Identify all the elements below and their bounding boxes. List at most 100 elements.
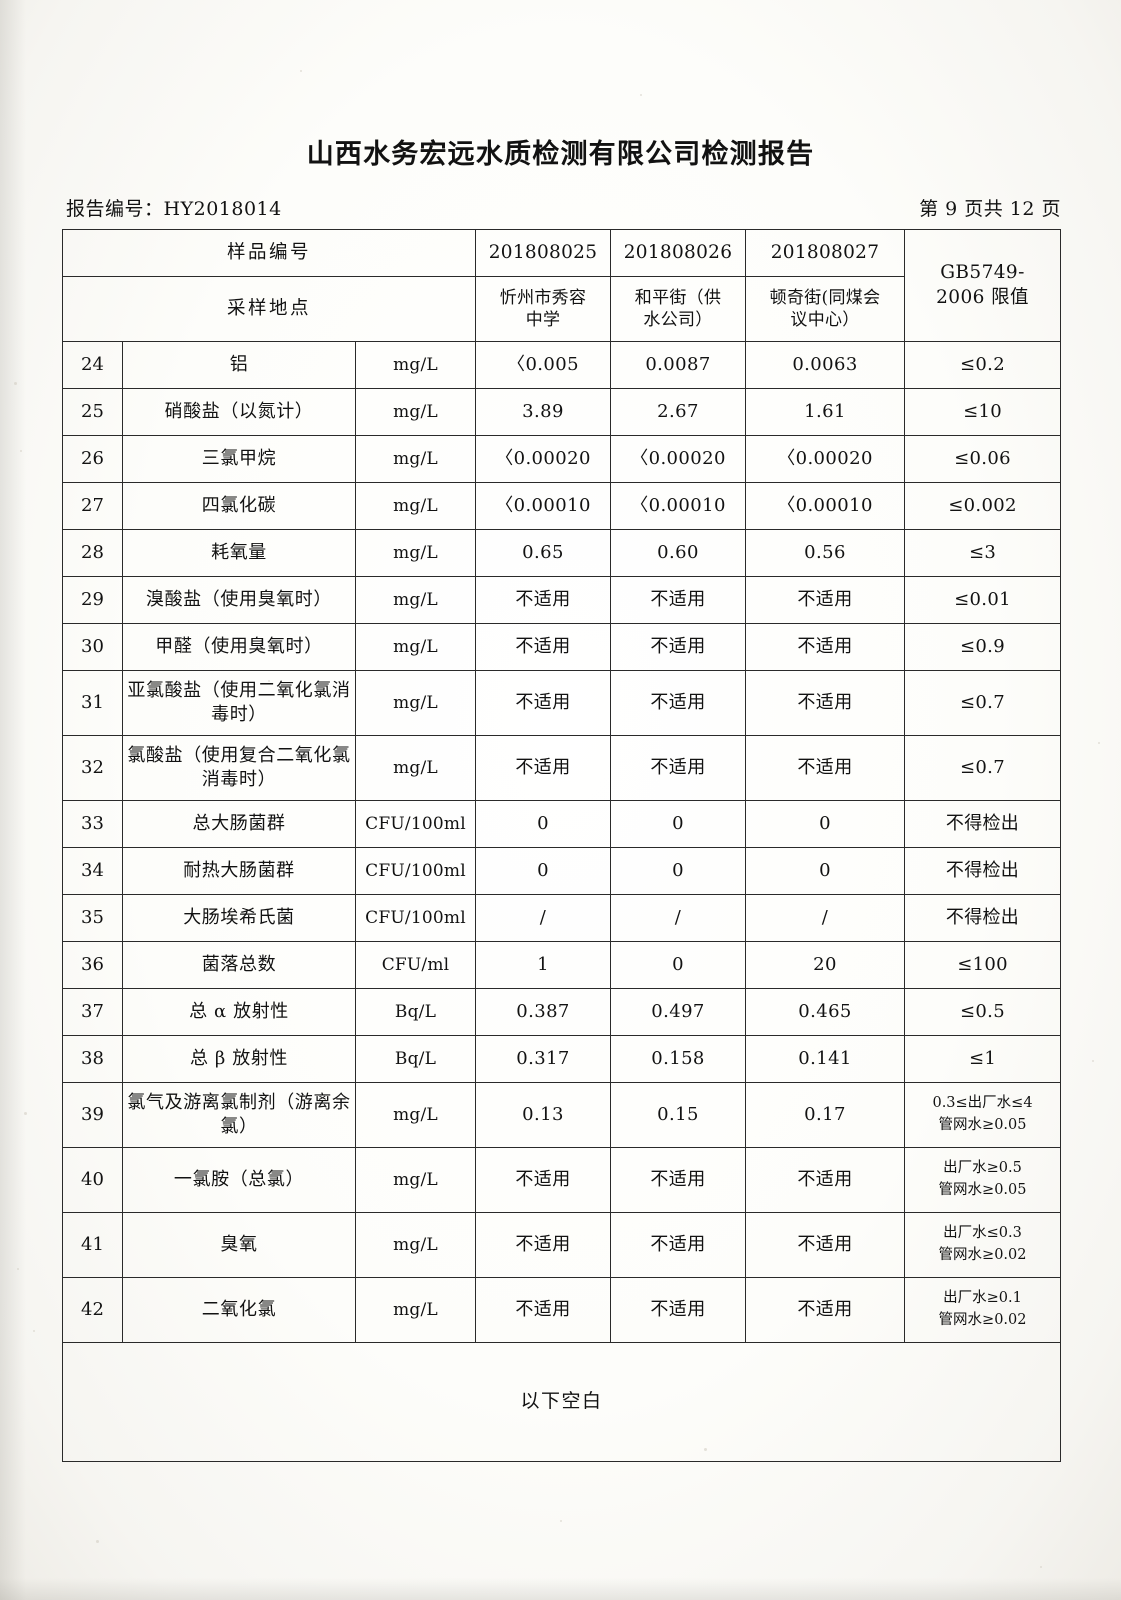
row-limit-value: ≤0.5 [904, 988, 1062, 1036]
row-value-sample-1: 不适用 [475, 670, 612, 736]
row-index: 33 [62, 800, 123, 848]
row-value-sample-3: 0.0063 [745, 341, 906, 389]
row-parameter-name: 臭氧 [122, 1212, 356, 1278]
row-unit: mg/L [354, 341, 477, 389]
header-sample-id-2: 201808026 [610, 229, 747, 277]
row-value-sample-3: 不适用 [745, 1147, 906, 1213]
table-row: 42 二氧化氯 mg/L 不适用 不适用 不适用 出厂水≥0.1 管网水≥0.02 [62, 1277, 1062, 1343]
row-value-sample-1: 1 [475, 941, 612, 989]
row-index: 29 [62, 576, 123, 624]
table-row: 32 氯酸盐（使用复合二氧化氯消毒时） mg/L 不适用 不适用 不适用 ≤0.7 [62, 735, 1062, 801]
row-parameter-name: 铝 [122, 341, 356, 389]
row-value-sample-3: 不适用 [745, 670, 906, 736]
table-row: 29 溴酸盐（使用臭氧时） mg/L 不适用 不适用 不适用 ≤0.01 [62, 576, 1062, 624]
row-parameter-name: 氯酸盐（使用复合二氧化氯消毒时） [122, 735, 356, 801]
row-value-sample-3: 〈0.00020 [745, 435, 906, 483]
row-unit: mg/L [354, 576, 477, 624]
row-parameter-name: 菌落总数 [122, 941, 356, 989]
row-parameter-name: 二氧化氯 [122, 1277, 356, 1343]
row-value-sample-2: 不适用 [610, 623, 747, 671]
row-limit-value: ≤0.7 [904, 735, 1062, 801]
row-unit: mg/L [354, 435, 477, 483]
row-unit: Bq/L [354, 1035, 477, 1083]
row-parameter-name: 三氯甲烷 [122, 435, 356, 483]
row-value-sample-2: 0 [610, 847, 747, 895]
row-limit-value: ≤0.06 [904, 435, 1062, 483]
row-parameter-name: 耗氧量 [122, 529, 356, 577]
table-row: 28 耗氧量 mg/L 0.65 0.60 0.56 ≤3 [62, 529, 1062, 577]
row-value-sample-3: / [745, 894, 906, 942]
row-parameter-name: 四氯化碳 [122, 482, 356, 530]
table-row: 34 耐热大肠菌群 CFU/100ml 0 0 0 不得检出 [62, 847, 1062, 895]
row-value-sample-2: 不适用 [610, 735, 747, 801]
header-sample-no-label: 样品编号 [61, 229, 477, 277]
row-value-sample-3: 不适用 [745, 623, 906, 671]
row-unit: mg/L [354, 388, 477, 436]
row-limit-value: ≤3 [904, 529, 1062, 577]
row-value-sample-1: 0.13 [475, 1082, 612, 1148]
row-parameter-name: 氯气及游离氯制剂（游离余氯） [122, 1082, 356, 1148]
row-value-sample-3: 不适用 [745, 735, 906, 801]
row-unit: CFU/100ml [354, 847, 477, 895]
row-limit-value: ≤10 [904, 388, 1062, 436]
footer-note: 以下空白 [61, 1342, 1062, 1462]
row-value-sample-2: 0.60 [610, 529, 747, 577]
row-limit-value: 不得检出 [904, 847, 1062, 895]
row-parameter-name: 总大肠菌群 [122, 800, 356, 848]
table-row: 36 菌落总数 CFU/ml 1 0 20 ≤100 [62, 941, 1062, 989]
row-index: 34 [62, 847, 123, 895]
row-parameter-name: 溴酸盐（使用臭氧时） [122, 576, 356, 624]
row-parameter-name: 总 β 放射性 [122, 1035, 356, 1083]
row-index: 31 [62, 670, 123, 736]
row-unit: Bq/L [354, 988, 477, 1036]
row-index: 42 [62, 1277, 123, 1343]
row-index: 32 [62, 735, 123, 801]
row-index: 38 [62, 1035, 123, 1083]
row-value-sample-2: 0.0087 [610, 341, 747, 389]
row-value-sample-1: 0.65 [475, 529, 612, 577]
row-limit-value: ≤0.2 [904, 341, 1062, 389]
header-sampling-site-2: 和平街（供 水公司） [610, 276, 747, 342]
row-value-sample-3: 0.465 [745, 988, 906, 1036]
row-value-sample-1: 不适用 [475, 1147, 612, 1213]
scan-edge-shadow-left [0, 0, 26, 1600]
row-index: 36 [62, 941, 123, 989]
row-unit: mg/L [354, 1212, 477, 1278]
row-limit-value: ≤0.01 [904, 576, 1062, 624]
row-value-sample-3: 0 [745, 800, 906, 848]
row-index: 40 [62, 1147, 123, 1213]
row-unit: mg/L [354, 735, 477, 801]
row-value-sample-1: 〈0.005 [475, 341, 612, 389]
table-row: 31 亚氯酸盐（使用二氧化氯消毒时） mg/L 不适用 不适用 不适用 ≤0.7 [62, 670, 1062, 736]
row-unit: mg/L [354, 623, 477, 671]
table-row: 35 大肠埃希氏菌 CFU/100ml / / / 不得检出 [62, 894, 1062, 942]
row-value-sample-2: 2.67 [610, 388, 747, 436]
table-row: 25 硝酸盐（以氮计） mg/L 3.89 2.67 1.61 ≤10 [62, 388, 1062, 436]
table-row: 27 四氯化碳 mg/L 〈0.00010 〈0.00010 〈0.00010 ≤0.002 [62, 482, 1062, 530]
table-row: 40 一氯胺（总氯） mg/L 不适用 不适用 不适用 出厂水≥0.5 管网水≥0.05 [62, 1147, 1062, 1213]
row-value-sample-3: 不适用 [745, 1212, 906, 1278]
row-value-sample-2: 不适用 [610, 670, 747, 736]
row-value-sample-3: 不适用 [745, 576, 906, 624]
row-value-sample-3: 20 [745, 941, 906, 989]
row-unit: mg/L [354, 1277, 477, 1343]
row-value-sample-2: 不适用 [610, 1277, 747, 1343]
row-index: 26 [62, 435, 123, 483]
row-value-sample-3: 0.56 [745, 529, 906, 577]
page-number: 第 9 页共 12 页 [919, 198, 1061, 220]
row-limit-value: ≤1 [904, 1035, 1062, 1083]
row-limit-value: ≤0.7 [904, 670, 1062, 736]
table-header-sample-no-row: 样品编号 201808025 201808026 201808027 GB5749- 20… [61, 229, 1062, 342]
row-parameter-name: 硝酸盐（以氮计） [122, 388, 356, 436]
row-index: 37 [62, 988, 123, 1036]
row-value-sample-3: 0.141 [745, 1035, 906, 1083]
row-limit-value: 0.3≤出厂水≤4 管网水≥0.05 [904, 1082, 1062, 1148]
row-index: 28 [62, 529, 123, 577]
row-limit-value: ≤0.002 [904, 482, 1062, 530]
row-value-sample-2: 0.158 [610, 1035, 747, 1083]
report-meta: 报告编号：HY2018014 第 9 页共 12 页 [66, 195, 1061, 221]
row-limit-value: ≤0.9 [904, 623, 1062, 671]
table-row: 37 总 α 放射性 Bq/L 0.387 0.497 0.465 ≤0.5 [62, 988, 1062, 1036]
row-limit-value: 不得检出 [904, 800, 1062, 848]
